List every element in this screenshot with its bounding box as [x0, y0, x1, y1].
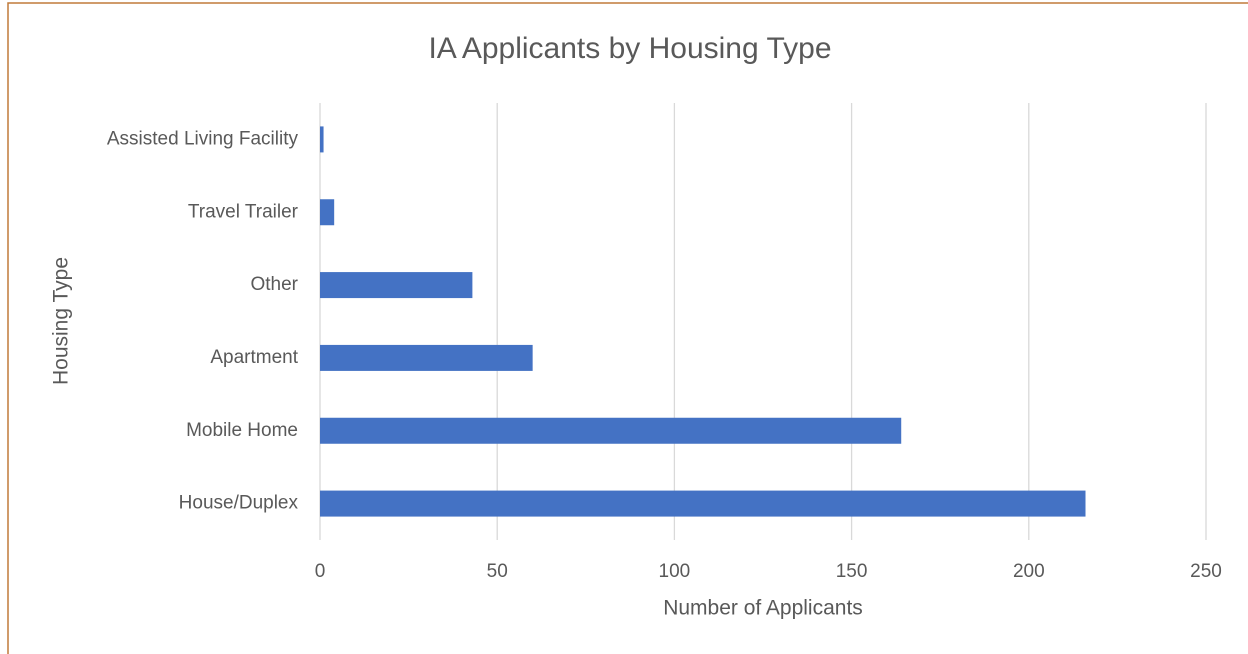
bar: [320, 417, 902, 444]
x-tick-label: 0: [315, 561, 326, 582]
bar: [320, 490, 1086, 517]
y-tick-label: Travel Trailer: [188, 201, 299, 222]
x-tick-label: 250: [1190, 561, 1222, 582]
bar: [320, 272, 473, 299]
y-axis-title: Housing Type: [50, 257, 73, 385]
bar: [320, 126, 324, 153]
x-axis-title: Number of Applicants: [663, 597, 863, 620]
y-tick-label: Mobile Home: [186, 420, 298, 441]
x-tick-label: 50: [487, 561, 508, 582]
y-tick-label: Apartment: [210, 347, 298, 368]
y-tick-label: Other: [250, 274, 298, 295]
x-tick-label: 200: [1013, 561, 1045, 582]
chart-title: IA Applicants by Housing Type: [428, 32, 831, 65]
y-tick-label: House/Duplex: [179, 493, 299, 514]
chart-border: [7, 2, 1248, 654]
x-tick-label: 150: [836, 561, 868, 582]
x-tick-label: 100: [659, 561, 691, 582]
bar: [320, 199, 335, 226]
y-tick-label: Assisted Living Facility: [107, 128, 299, 149]
bar: [320, 344, 533, 371]
